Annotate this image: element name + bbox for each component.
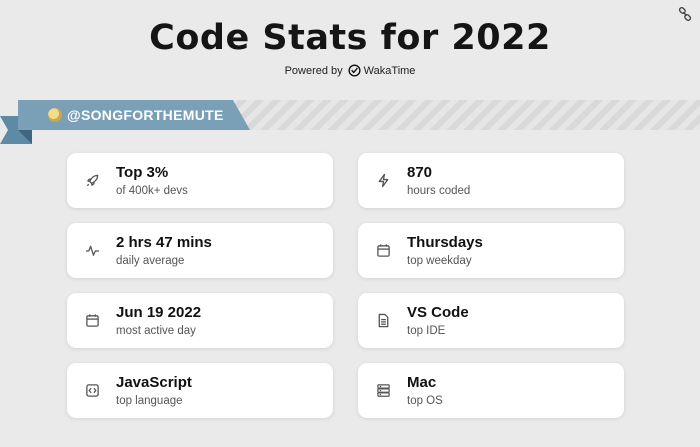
- stat-card-daily-average: 2 hrs 47 mins daily average: [67, 223, 333, 278]
- stat-value: 870: [407, 164, 433, 181]
- wakatime-logo-icon: [348, 64, 361, 77]
- stat-value: Mac: [407, 374, 437, 391]
- rocket-icon: [86, 174, 99, 187]
- stat-card-top-os: Mac top OS: [358, 363, 624, 418]
- stat-label: of 400k+ devs: [116, 185, 188, 197]
- stat-card-rank: Top 3% of 400k+ devs: [67, 153, 333, 208]
- calendar-icon: [377, 244, 390, 257]
- stat-card-top-language: JavaScript top language: [67, 363, 333, 418]
- stat-card-top-weekday: Thursdays top weekday: [358, 223, 624, 278]
- stat-value: Thursdays: [407, 234, 483, 251]
- page-title: Code Stats for 2022: [149, 18, 551, 58]
- activity-icon: [85, 245, 100, 256]
- stat-label: most active day: [116, 325, 196, 337]
- server-icon: [377, 384, 390, 397]
- code-icon: [86, 384, 99, 397]
- profile-ribbon: @SONGFORTHEMUTE: [18, 100, 250, 130]
- document-icon: [378, 313, 389, 328]
- username[interactable]: @SONGFORTHEMUTE: [67, 107, 224, 123]
- wakatime-link[interactable]: WakaTime: [363, 64, 416, 77]
- stat-label: top weekday: [407, 255, 472, 267]
- lightning-icon: [378, 173, 389, 188]
- avatar: [48, 108, 62, 122]
- stat-value: Jun 19 2022: [116, 304, 202, 321]
- stat-card-top-ide: VS Code top IDE: [358, 293, 624, 348]
- stat-label: top IDE: [407, 325, 446, 337]
- stat-card-hours: 870 hours coded: [358, 153, 624, 208]
- powered-by-prefix: Powered by: [284, 64, 343, 77]
- stat-label: top language: [116, 395, 183, 407]
- stat-label: daily average: [116, 255, 185, 267]
- stat-label: top OS: [407, 395, 443, 407]
- powered-by: Powered by WakaTime: [0, 64, 700, 77]
- stat-label: hours coded: [407, 185, 471, 197]
- stat-value: VS Code: [407, 304, 469, 321]
- stat-value: 2 hrs 47 mins: [116, 234, 212, 251]
- calendar-icon: [86, 314, 99, 327]
- link-icon[interactable]: [678, 7, 692, 21]
- stat-value: Top 3%: [116, 164, 169, 181]
- stat-value: JavaScript: [116, 374, 192, 391]
- stat-card-most-active-day: Jun 19 2022 most active day: [67, 293, 333, 348]
